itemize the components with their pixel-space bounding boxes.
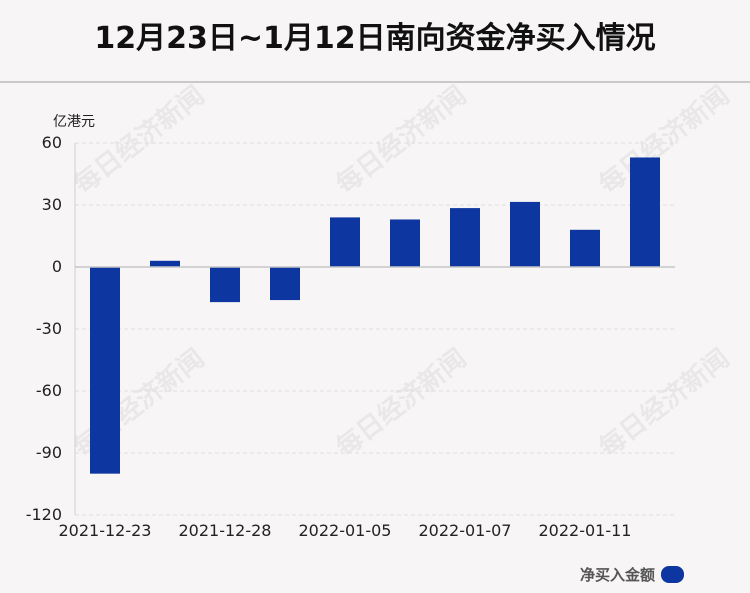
bar: [450, 208, 480, 267]
bar: [90, 267, 120, 474]
y-tick-label: 60: [42, 133, 62, 152]
y-axis-unit: 亿港元: [53, 114, 95, 130]
y-tick-label: -30: [36, 319, 62, 338]
bar: [390, 219, 420, 267]
bar: [510, 201, 540, 267]
bar: [150, 260, 180, 267]
legend-label: 净买入金额: [579, 566, 655, 584]
chart-title: 12月23日~1月12日南向资金净买入情况: [94, 21, 656, 56]
x-tick-label: 2022-01-11: [539, 521, 632, 540]
legend-swatch: [661, 566, 684, 583]
bar: [270, 267, 300, 301]
x-tick-label: 2021-12-23: [59, 521, 152, 540]
y-tick-label: 0: [52, 257, 62, 276]
y-tick-label: -60: [36, 381, 62, 400]
legend: 净买入金额: [580, 564, 684, 585]
x-tick-label: 2021-12-28: [179, 521, 272, 540]
x-tick-label: 2022-01-05: [299, 521, 392, 540]
y-tick-label: -90: [36, 443, 62, 462]
x-tick-label: 2022-01-07: [419, 521, 512, 540]
bar: [330, 217, 360, 267]
bar: [210, 267, 240, 303]
title-divider: [0, 81, 750, 83]
bar: [570, 229, 600, 267]
y-tick-label: -120: [26, 505, 62, 524]
bar: [630, 157, 660, 267]
y-tick-label: 30: [42, 195, 62, 214]
